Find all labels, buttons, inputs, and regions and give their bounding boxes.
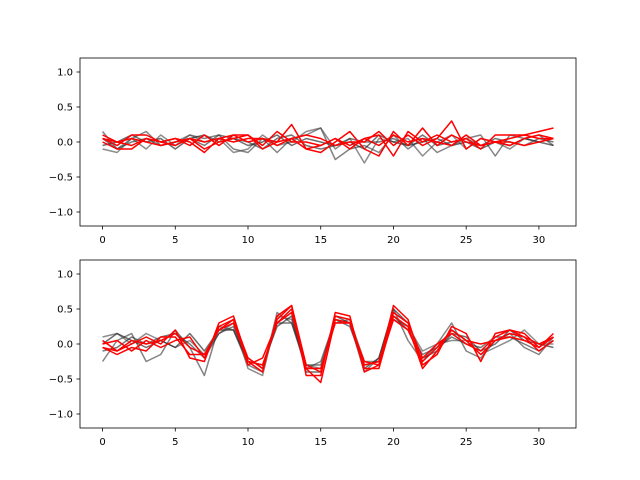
x-tick-label-top: 30: [533, 235, 546, 246]
y-tick-label-top: 0.5: [57, 103, 73, 114]
x-tick-label-bottom: 5: [172, 437, 178, 448]
axes-frame-bottom: [79, 259, 577, 429]
y-tick-label-bottom: 1.0: [57, 270, 73, 281]
x-tick-label-bottom: 10: [242, 437, 255, 448]
x-tick-label-bottom: 30: [533, 437, 546, 448]
x-tick-label-bottom: 0: [99, 437, 105, 448]
y-tick-labels-bottom: −1.0 −0.5 0.0 0.5 1.0: [49, 270, 80, 421]
y-tick-labels-top: −1.0 −0.5 0.0 0.5 1.0: [49, 68, 80, 219]
series-line-bottom-7: [102, 311, 554, 370]
x-tick-label-bottom: 15: [314, 437, 327, 448]
x-tick-label-top: 25: [460, 235, 473, 246]
x-tick-label-top: 10: [242, 235, 255, 246]
series-lines-bottom: [101, 304, 555, 384]
x-tick-label-top: 20: [387, 235, 400, 246]
series-line-top-7: [102, 134, 554, 150]
y-tick-label-top: −1.0: [49, 208, 73, 219]
x-tick-label-bottom: 25: [460, 437, 473, 448]
y-tick-label-bottom: 0.0: [57, 340, 73, 351]
x-tick-label-top: 15: [314, 235, 327, 246]
y-tick-label-bottom: −1.0: [49, 410, 73, 421]
x-tick-label-top: 0: [99, 235, 105, 246]
y-tick-label-top: −0.5: [49, 173, 73, 184]
subplot-bottom: −1.0 −0.5 0.0 0.5 1.0 0 5 10 15 20 25 30: [49, 259, 577, 448]
x-tick-label-top: 5: [172, 235, 178, 246]
y-tick-label-bottom: 0.5: [57, 305, 73, 316]
axes-frame-top: [79, 57, 577, 227]
y-tick-label-bottom: −0.5: [49, 375, 73, 386]
x-tick-labels-bottom: 0 5 10 15 20 25 30: [99, 428, 545, 448]
y-tick-label-top: 0.0: [57, 138, 73, 149]
x-tick-labels-top: 0 5 10 15 20 25 30: [99, 226, 545, 246]
x-tick-label-bottom: 20: [387, 437, 400, 448]
series-lines-top: [101, 120, 554, 164]
subplot-top: −1.0 −0.5 0.0 0.5 1.0 0 5 10 15 20 25 30: [49, 57, 577, 246]
y-tick-label-top: 1.0: [57, 68, 73, 79]
